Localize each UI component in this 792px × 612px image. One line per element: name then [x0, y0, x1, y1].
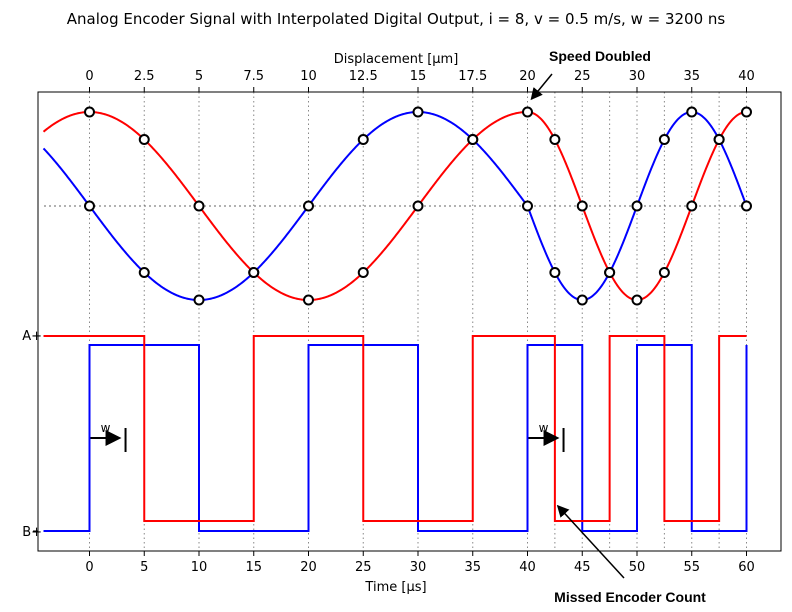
plot-frame	[37, 91, 782, 552]
marker-b	[658, 134, 670, 146]
curves	[42, 110, 748, 532]
annotation-arrow-speed	[530, 73, 553, 101]
xtick-label: 40	[519, 560, 536, 575]
digital-series-a	[43, 335, 747, 522]
marker-b	[193, 294, 205, 306]
xtick-label: 30	[410, 560, 427, 575]
ticks: 0 5 10 15 20 25 30 35 40 45 50 55 60 0 2.5 5 7.5 10 12.5 15…	[33, 69, 755, 575]
x2tick-label: 2.5	[134, 69, 155, 84]
top-axis-label: Displacement [μm]	[334, 52, 459, 67]
x2tick-label: 7.5	[243, 69, 264, 84]
annotations: Speed Doubled Missed Encoder Count w w	[90, 48, 706, 605]
w-label: w	[101, 421, 111, 435]
marker-a	[631, 294, 643, 306]
x2tick-label: 30	[629, 69, 646, 84]
annotation-arrow-missed	[556, 504, 625, 579]
marker-a	[522, 106, 533, 118]
xtick-label: 0	[85, 560, 93, 575]
marker-b	[84, 200, 95, 212]
xtick-label: 10	[191, 560, 208, 575]
marker-a	[303, 294, 314, 306]
marker-b	[138, 266, 150, 278]
x2tick-label: 40	[738, 69, 755, 84]
markers	[84, 106, 752, 306]
analog-series-a	[42, 110, 747, 302]
marker-b	[357, 134, 369, 146]
xtick-label: 5	[140, 560, 148, 575]
marker-a	[412, 200, 424, 212]
marker-a	[84, 106, 95, 118]
digital-series-b	[43, 344, 748, 532]
grid	[44, 92, 747, 551]
x2tick-label: 17.5	[458, 69, 487, 84]
ytick-label-b: B+	[22, 525, 42, 540]
marker-a	[549, 134, 561, 146]
bottom-axis-label: Time [μs]	[364, 580, 426, 595]
marker-b	[248, 266, 260, 278]
x2tick-label: 20	[519, 69, 536, 84]
marker-b	[686, 106, 698, 118]
xtick-label: 55	[683, 560, 700, 575]
x2tick-label: 10	[300, 69, 317, 84]
marker-a	[193, 200, 205, 212]
xtick-label: 15	[245, 560, 262, 575]
marker-b	[576, 294, 588, 306]
analog-series-b	[42, 110, 748, 302]
marker-b	[549, 266, 561, 278]
x2tick-label: 25	[574, 69, 591, 84]
marker-a	[658, 266, 670, 278]
x2tick-label: 0	[85, 69, 93, 84]
marker-b	[741, 200, 752, 212]
annotation-missed-count: Missed Encoder Count	[554, 589, 706, 605]
x2tick-label: 12.5	[349, 69, 378, 84]
marker-b	[412, 106, 424, 118]
ytick-label-a: A+	[22, 329, 42, 344]
marker-b	[713, 134, 725, 146]
xtick-label: 25	[355, 560, 372, 575]
marker-b	[522, 200, 533, 212]
marker-a	[357, 266, 369, 278]
xtick-label: 20	[300, 560, 317, 575]
marker-a	[138, 134, 150, 146]
xtick-label: 50	[629, 560, 646, 575]
marker-a	[741, 106, 752, 118]
annotation-speed-doubled: Speed Doubled	[549, 48, 651, 64]
marker-a	[686, 200, 698, 212]
x2tick-label: 15	[410, 69, 427, 84]
xtick-label: 35	[464, 560, 481, 575]
marker-b	[303, 200, 314, 212]
x2tick-label: 5	[195, 69, 203, 84]
xtick-label: 60	[738, 560, 755, 575]
xtick-label: 45	[574, 560, 591, 575]
marker-b	[467, 134, 479, 146]
marker-b	[631, 200, 643, 212]
w-label: w	[539, 421, 549, 435]
marker-b	[604, 266, 616, 278]
chart-title: Analog Encoder Signal with Interpolated …	[67, 10, 726, 28]
marker-a	[576, 200, 588, 212]
x2tick-label: 35	[683, 69, 700, 84]
